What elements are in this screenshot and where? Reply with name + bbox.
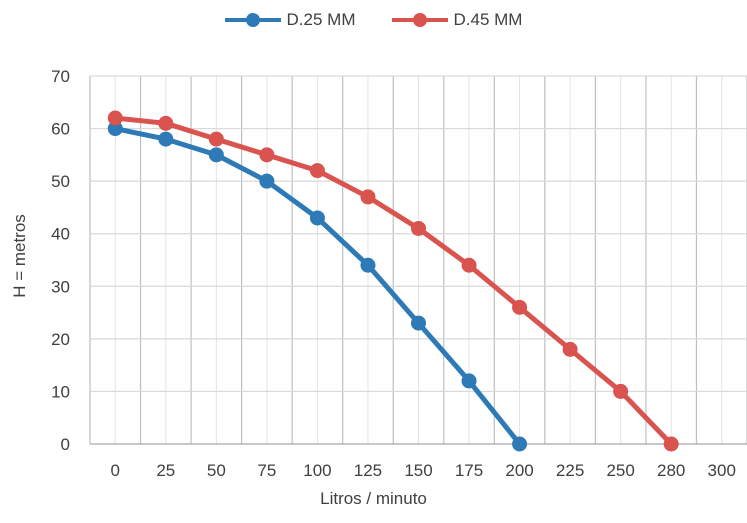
data-point-series-2 bbox=[360, 189, 376, 205]
y-tick-label: 60 bbox=[51, 120, 70, 139]
x-tick-label: 125 bbox=[354, 461, 382, 480]
y-tick-label: 20 bbox=[51, 330, 70, 349]
x-axis-title: Litros / minuto bbox=[320, 489, 427, 508]
data-point-series-2 bbox=[259, 147, 275, 163]
x-tick-label: 0 bbox=[111, 461, 120, 480]
y-tick-label: 40 bbox=[51, 225, 70, 244]
data-point-series-2 bbox=[562, 341, 578, 357]
data-point-series-1 bbox=[158, 131, 174, 147]
x-tick-label: 175 bbox=[455, 461, 483, 480]
data-point-series-2 bbox=[663, 436, 679, 452]
x-tick-label: 100 bbox=[303, 461, 331, 480]
legend-marker-series-2 bbox=[391, 13, 448, 27]
x-tick-label: 200 bbox=[505, 461, 533, 480]
x-tick-label: 150 bbox=[404, 461, 432, 480]
y-tick-label: 10 bbox=[51, 382, 70, 401]
data-point-series-1 bbox=[309, 210, 325, 226]
x-tick-label: 280 bbox=[657, 461, 685, 480]
data-point-series-2 bbox=[613, 383, 629, 399]
legend-label-series-1: D.25 MM bbox=[286, 10, 356, 29]
x-tick-label: 75 bbox=[257, 461, 276, 480]
data-point-series-1 bbox=[461, 373, 477, 389]
legend-item-series-1: D.25 MM bbox=[224, 10, 356, 30]
x-tick-label: 250 bbox=[606, 461, 634, 480]
y-tick-label: 30 bbox=[51, 277, 70, 296]
legend-item-series-2: D.45 MM bbox=[391, 10, 523, 30]
data-point-series-2 bbox=[107, 110, 123, 126]
data-point-series-1 bbox=[208, 147, 224, 163]
data-point-series-2 bbox=[309, 163, 325, 179]
data-point-series-2 bbox=[158, 115, 174, 131]
data-point-series-1 bbox=[411, 315, 426, 331]
series-line-2 bbox=[112, 115, 674, 447]
y-axis-title: H = metros bbox=[10, 214, 29, 298]
data-point-series-2 bbox=[512, 299, 528, 315]
data-point-series-2 bbox=[411, 220, 426, 236]
y-tick-label: 50 bbox=[51, 172, 70, 191]
y-tick-label: 0 bbox=[61, 435, 70, 454]
y-tick-label: 70 bbox=[51, 67, 70, 86]
data-point-series-2 bbox=[461, 257, 477, 273]
data-point-series-1 bbox=[259, 173, 275, 189]
legend-marker-series-1 bbox=[224, 13, 281, 27]
data-point-series-1 bbox=[360, 257, 376, 273]
x-tick-label: 25 bbox=[156, 461, 175, 480]
x-tick-label: 50 bbox=[207, 461, 226, 480]
legend: D.25 MM D.45 MM bbox=[0, 10, 747, 30]
x-tick-label: 300 bbox=[708, 461, 736, 480]
data-point-series-2 bbox=[208, 131, 224, 147]
data-point-series-1 bbox=[512, 436, 528, 452]
x-tick-label: 225 bbox=[556, 461, 584, 480]
legend-label-series-2: D.45 MM bbox=[453, 10, 523, 29]
